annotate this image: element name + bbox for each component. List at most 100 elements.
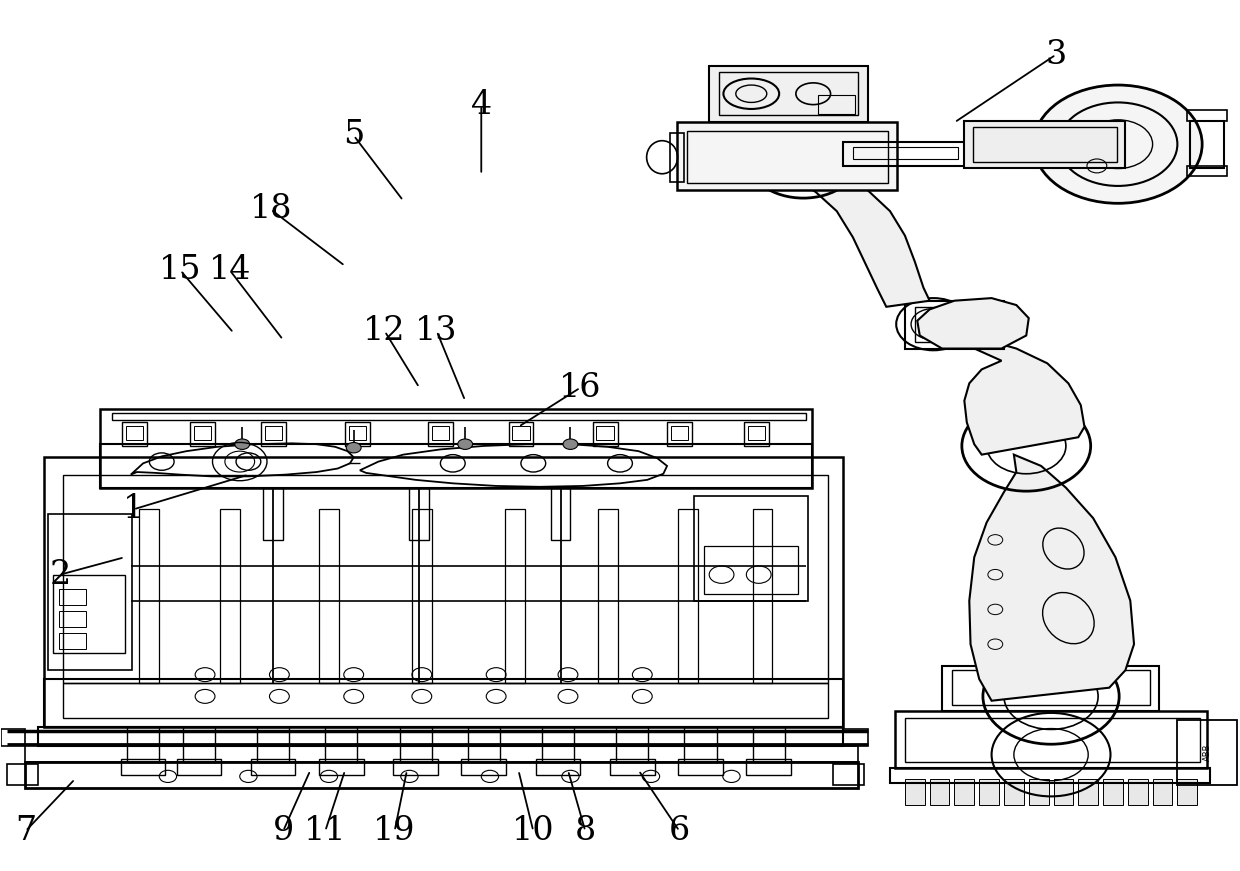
Bar [112, 413, 806, 420]
Polygon shape [791, 164, 930, 307]
Circle shape [346, 442, 361, 453]
Bar [955, 779, 975, 805]
Text: 19: 19 [373, 815, 415, 847]
Bar [930, 779, 950, 805]
Circle shape [458, 439, 472, 449]
Text: 7: 7 [15, 815, 36, 847]
Bar [139, 510, 159, 684]
Bar [45, 457, 843, 726]
Bar [753, 510, 773, 684]
Bar [7, 764, 38, 785]
Bar [48, 514, 131, 671]
Bar [45, 679, 843, 726]
Bar [176, 759, 221, 774]
Bar [905, 300, 1004, 348]
Bar [973, 127, 1117, 162]
Bar [126, 726, 159, 761]
Bar [748, 426, 765, 440]
Bar [319, 759, 363, 774]
Bar [818, 95, 856, 114]
Bar [53, 575, 124, 653]
Polygon shape [940, 333, 1085, 455]
Bar [60, 633, 86, 649]
Bar [461, 759, 506, 774]
Bar [1187, 111, 1226, 121]
Bar [512, 426, 529, 440]
Bar [1177, 719, 1236, 785]
Bar [505, 510, 525, 684]
Bar [399, 726, 432, 761]
Text: 12: 12 [363, 315, 405, 348]
Circle shape [234, 439, 249, 449]
Bar [264, 426, 281, 440]
Bar [942, 666, 1159, 711]
Circle shape [1034, 85, 1202, 203]
Bar [1189, 121, 1224, 167]
Bar [1054, 779, 1074, 805]
Text: 5: 5 [343, 119, 365, 152]
Bar [709, 66, 868, 123]
Bar [616, 726, 649, 761]
Text: 1: 1 [123, 493, 144, 525]
Bar [687, 132, 888, 183]
Bar [345, 422, 370, 446]
Bar [99, 409, 812, 488]
Bar [1029, 779, 1049, 805]
Bar [60, 611, 86, 627]
Bar [905, 718, 1199, 761]
Bar [508, 422, 533, 446]
Bar [63, 475, 828, 684]
Bar [952, 671, 1151, 706]
Bar [719, 72, 858, 116]
Bar [120, 759, 165, 774]
Text: 15: 15 [159, 254, 202, 287]
Bar [193, 426, 211, 440]
Bar [250, 759, 295, 774]
Polygon shape [970, 455, 1135, 701]
Bar [432, 426, 449, 440]
Text: 18: 18 [249, 193, 291, 226]
Bar [596, 426, 614, 440]
Bar [393, 759, 438, 774]
Bar [190, 422, 215, 446]
Bar [751, 91, 857, 125]
Bar [915, 307, 994, 341]
Bar [843, 728, 868, 746]
Bar [38, 726, 843, 746]
Text: ABB: ABB [1203, 743, 1211, 760]
Bar [753, 726, 785, 761]
Bar [853, 147, 959, 159]
Bar [63, 684, 828, 718]
Bar [122, 422, 146, 446]
Bar [412, 510, 432, 684]
Bar [348, 426, 366, 440]
Text: ABB: ABB [751, 149, 777, 162]
Text: 4: 4 [471, 89, 492, 121]
Bar [257, 726, 289, 761]
Bar [610, 759, 655, 774]
Bar [182, 726, 215, 761]
Bar [551, 488, 570, 540]
Bar [263, 488, 283, 540]
Bar [677, 123, 898, 190]
Text: 8: 8 [574, 815, 596, 847]
Bar [125, 426, 143, 440]
Bar [260, 422, 285, 446]
Bar [26, 761, 858, 787]
Bar [890, 767, 1209, 783]
Bar [684, 726, 717, 761]
Text: 13: 13 [415, 315, 458, 348]
Bar [1079, 779, 1099, 805]
Bar [1004, 779, 1024, 805]
Text: 2: 2 [50, 558, 71, 591]
Text: 11: 11 [304, 815, 346, 847]
Bar [1153, 779, 1173, 805]
Text: 3: 3 [1045, 38, 1066, 71]
Bar [593, 422, 618, 446]
Bar [671, 426, 688, 440]
Bar [704, 546, 799, 594]
Bar [542, 726, 574, 761]
Bar [678, 510, 698, 684]
Bar [843, 142, 967, 165]
Bar [409, 488, 429, 540]
